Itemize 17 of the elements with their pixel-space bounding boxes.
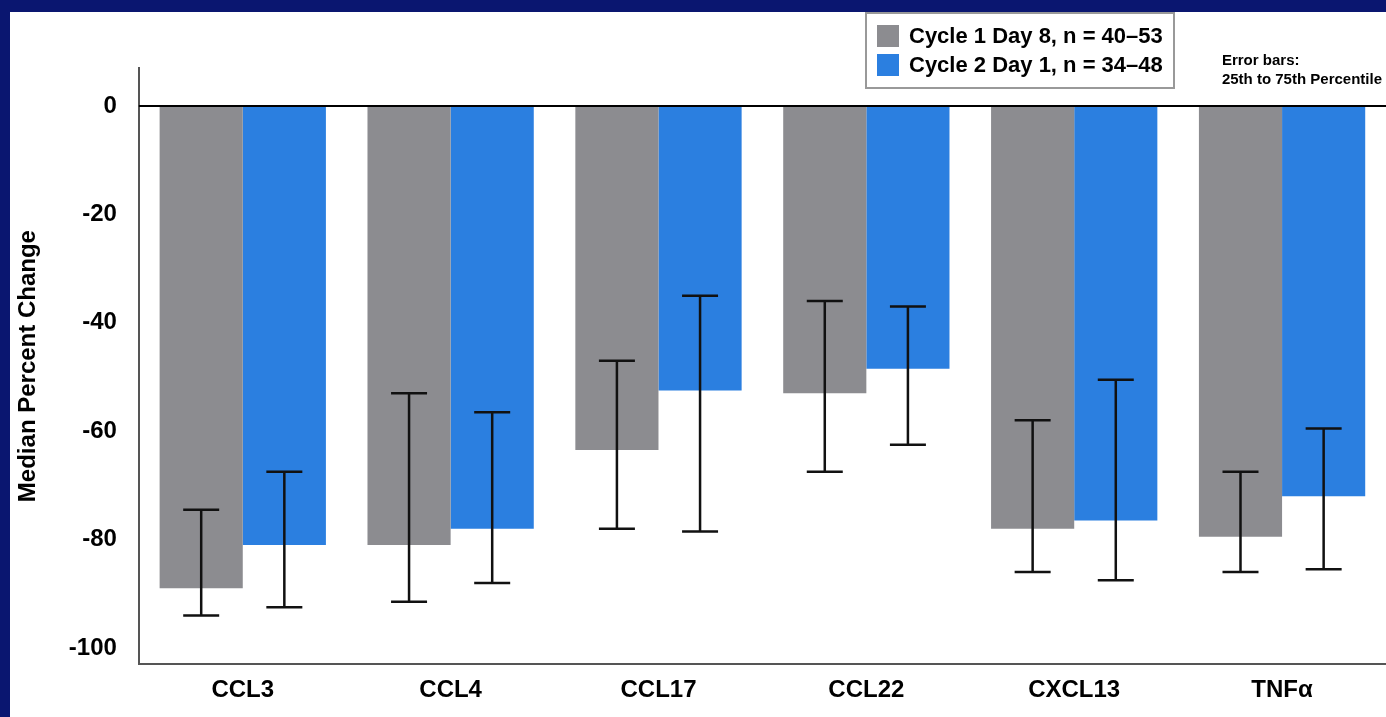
x-tick-label: CCL17 — [620, 675, 697, 703]
x-tick-label: CCL22 — [828, 675, 905, 703]
x-tick-label: CXCL13 — [1028, 675, 1121, 703]
annotation: 25th to 75th Percentile — [1221, 69, 1382, 88]
y-tick-label: 0 — [103, 90, 117, 118]
legend-label: Cycle 1 Day 8, n = 40–53 — [909, 23, 1163, 49]
x-tick-label: CCL3 — [211, 675, 275, 703]
legend-label: Cycle 2 Day 1, n = 34–48 — [909, 52, 1163, 78]
x-tick-label: TNFα — [1251, 675, 1314, 703]
y-tick-label: -100 — [68, 632, 117, 660]
y-axis-title: Median Percent Change — [13, 230, 41, 503]
x-tick-label: CCL4 — [419, 675, 483, 703]
annotation: Error bars: — [1221, 50, 1301, 69]
y-tick-label: -60 — [82, 415, 117, 443]
y-tick-label: -80 — [82, 524, 117, 552]
y-tick-label: -20 — [82, 198, 117, 226]
y-tick-label: -40 — [82, 307, 117, 335]
